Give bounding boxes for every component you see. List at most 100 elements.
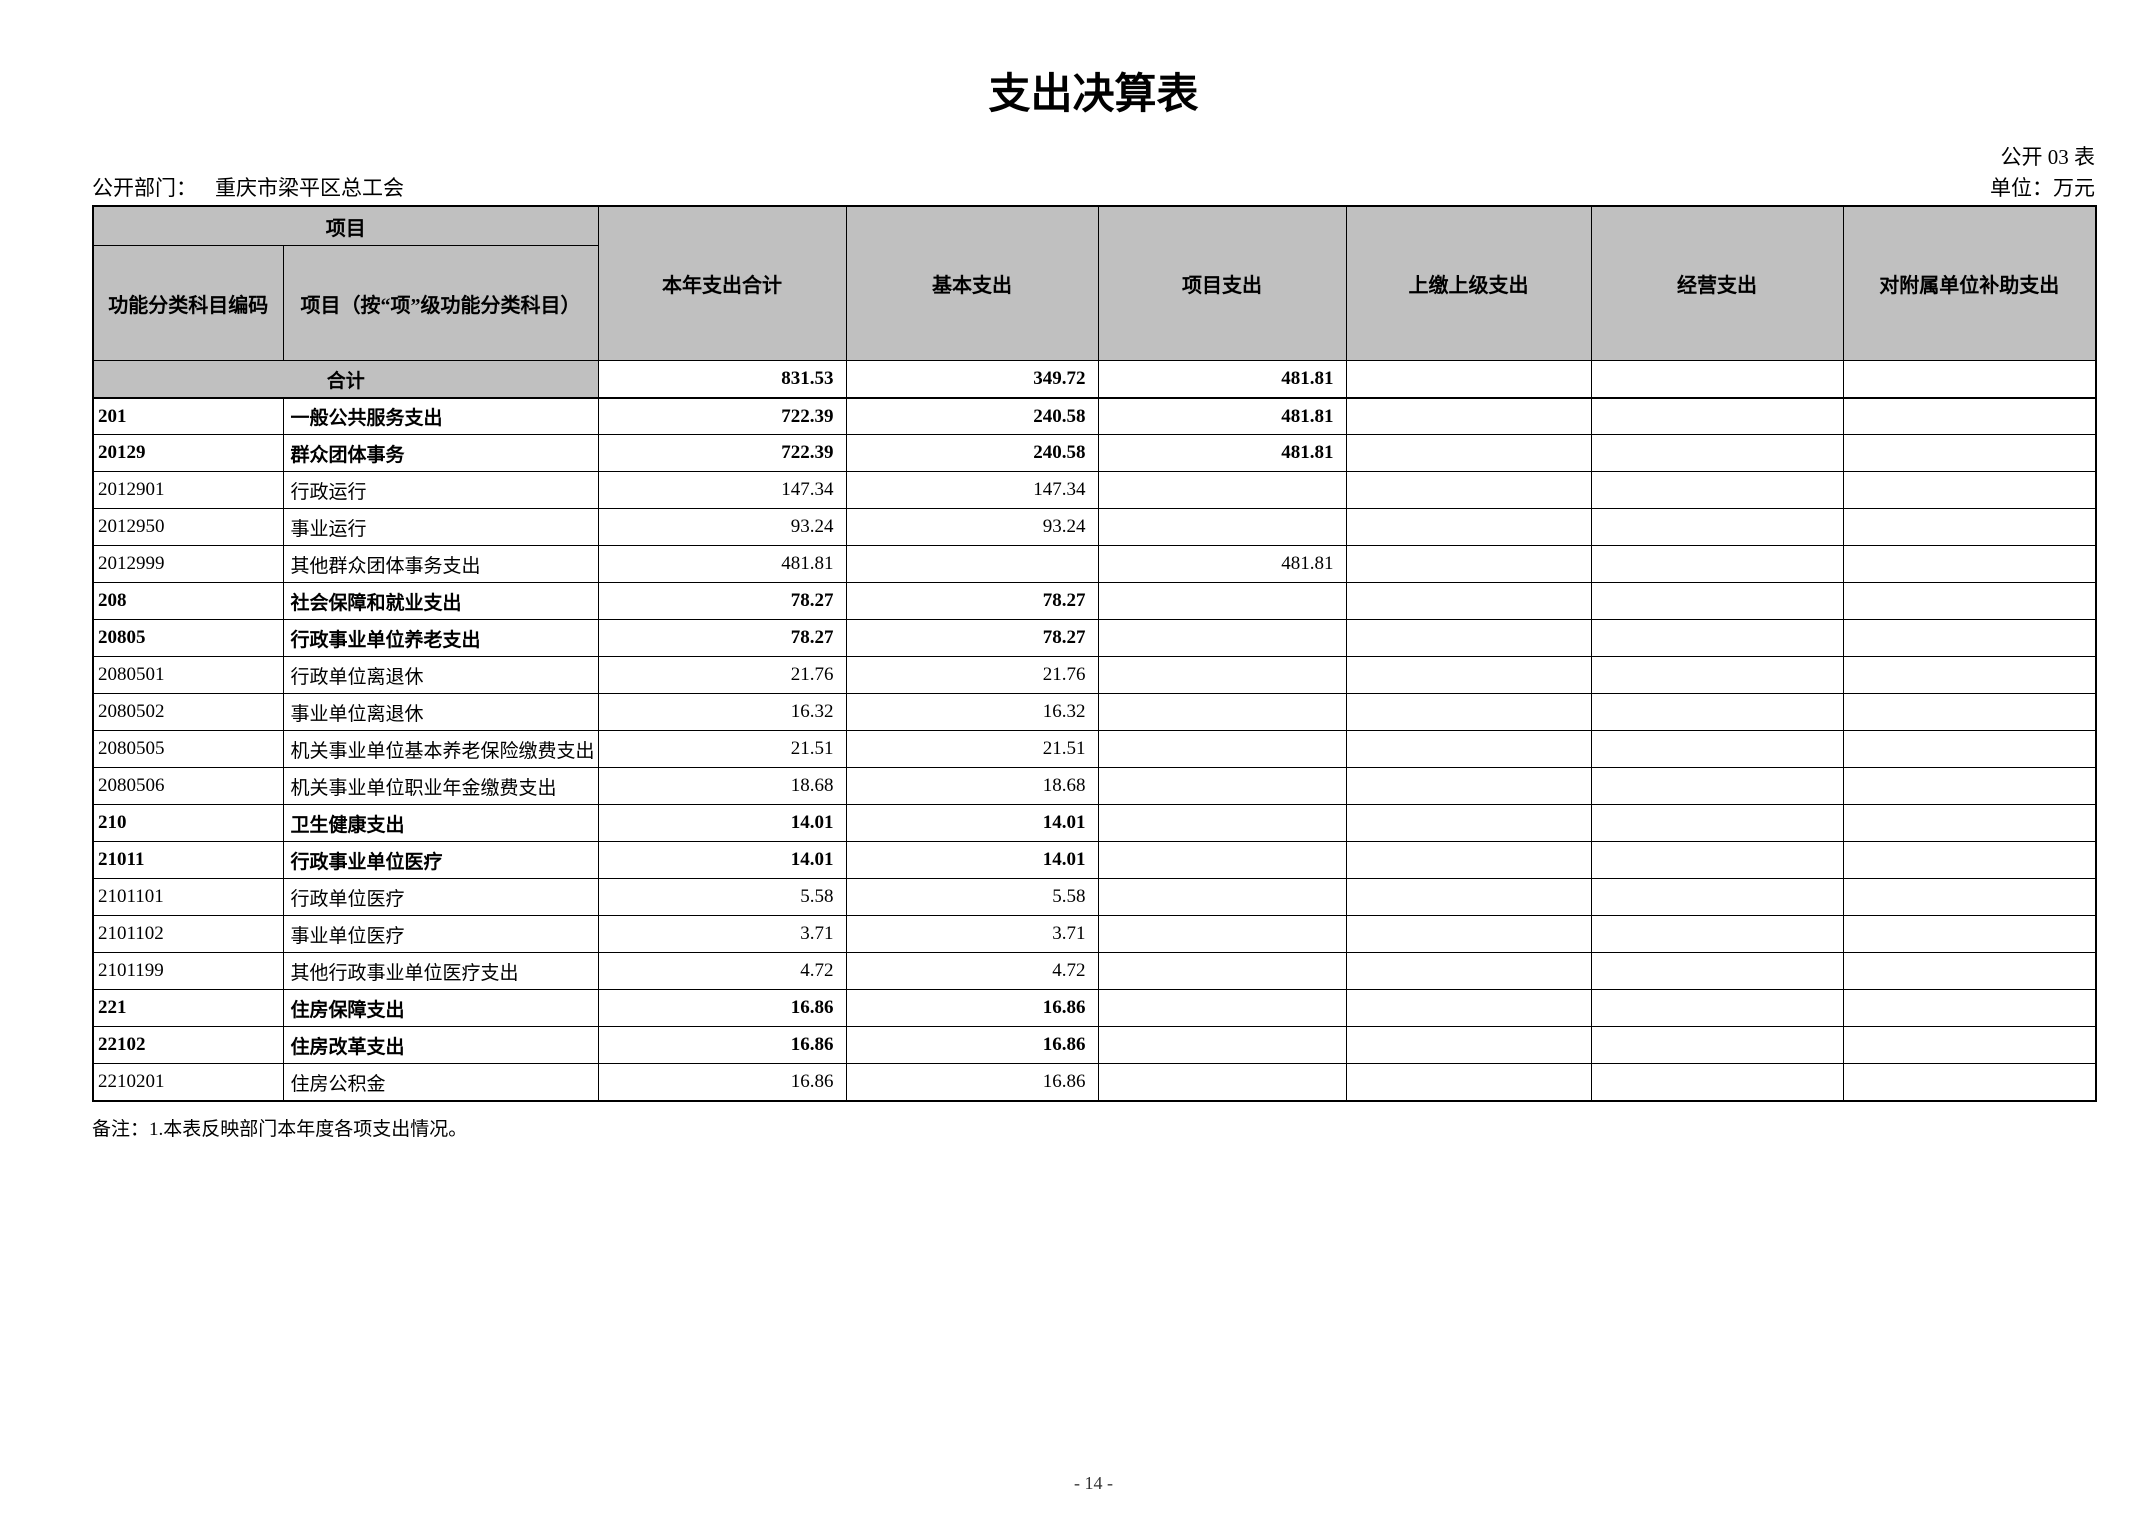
cell-total: 722.39 bbox=[597, 397, 847, 436]
table-row: 201 一般公共服务支出 722.39 240.58 481.81 bbox=[92, 397, 2097, 436]
cell-upper bbox=[1345, 434, 1592, 473]
cell-operating bbox=[1590, 619, 1844, 658]
header-total-expenditure: 本年支出合计 bbox=[597, 205, 847, 362]
cell-subsidy bbox=[1842, 434, 2097, 473]
cell-project bbox=[1097, 767, 1347, 806]
cell-basic: 78.27 bbox=[845, 582, 1099, 621]
cell-project bbox=[1097, 915, 1347, 954]
cell-total: 16.32 bbox=[597, 693, 847, 732]
row-name: 事业单位离退休 bbox=[282, 693, 599, 732]
cell-operating bbox=[1590, 767, 1844, 806]
cell-project bbox=[1097, 804, 1347, 843]
cell-operating bbox=[1590, 434, 1844, 473]
row-code: 210 bbox=[92, 804, 284, 843]
header-row-sub: 功能分类科目编码 项目（按“项”级功能分类科目） bbox=[92, 245, 2096, 362]
cell-subsidy bbox=[1842, 619, 2097, 658]
document-content: 支出决算表 公开 03 表 公开部门： 重庆市梁平区总工会 单位：万元 项目 bbox=[92, 0, 2097, 1141]
cell-basic: 16.86 bbox=[845, 989, 1099, 1028]
row-code: 2101101 bbox=[92, 878, 284, 917]
summary-row: 合计 831.53 349.72 481.81 bbox=[92, 360, 2097, 399]
cell-upper bbox=[1345, 471, 1592, 510]
table-row: 2101102 事业单位医疗 3.71 3.71 bbox=[92, 915, 2097, 954]
row-code: 208 bbox=[92, 582, 284, 621]
cell-basic: 240.58 bbox=[845, 434, 1099, 473]
row-code: 2012901 bbox=[92, 471, 284, 510]
cell-operating bbox=[1590, 841, 1844, 880]
table-code-label: 公开 03 表 bbox=[2000, 145, 2096, 170]
cell-upper bbox=[1345, 841, 1592, 880]
row-code: 2210201 bbox=[92, 1063, 284, 1102]
cell-upper bbox=[1345, 693, 1592, 732]
header-upper-level-expenditure: 上缴上级支出 bbox=[1345, 205, 1592, 362]
header-operating-expenditure: 经营支出 bbox=[1590, 205, 1844, 362]
cell-subsidy bbox=[1842, 360, 2097, 399]
cell-upper bbox=[1345, 730, 1592, 769]
row-name: 其他群众团体事务支出 bbox=[282, 545, 599, 584]
cell-total: 78.27 bbox=[597, 619, 847, 658]
cell-total: 18.68 bbox=[597, 767, 847, 806]
header-project-group: 项目 bbox=[92, 205, 599, 247]
row-name: 群众团体事务 bbox=[282, 434, 599, 473]
cell-project bbox=[1097, 582, 1347, 621]
table-row: 2012901 行政运行 147.34 147.34 bbox=[92, 471, 2097, 510]
row-name: 行政单位医疗 bbox=[282, 878, 599, 917]
cell-basic: 14.01 bbox=[845, 841, 1099, 880]
cell-subsidy bbox=[1842, 878, 2097, 917]
cell-project bbox=[1097, 841, 1347, 880]
cell-total: 93.24 bbox=[597, 508, 847, 547]
row-name: 社会保障和就业支出 bbox=[282, 582, 599, 621]
cell-basic: 4.72 bbox=[845, 952, 1099, 991]
cell-upper bbox=[1345, 619, 1592, 658]
cell-total: 147.34 bbox=[597, 471, 847, 510]
table-row: 21011 行政事业单位医疗 14.01 14.01 bbox=[92, 841, 2097, 880]
cell-project bbox=[1097, 619, 1347, 658]
cell-basic: 16.86 bbox=[845, 1063, 1099, 1102]
cell-subsidy bbox=[1842, 508, 2097, 547]
table-body: 合计 831.53 349.72 481.81 201 一般公共服务支出 722.39 240… bbox=[92, 360, 2097, 1102]
cell-basic: 240.58 bbox=[845, 397, 1099, 436]
header-item-name: 项目（按“项”级功能分类科目） bbox=[282, 245, 599, 362]
cell-subsidy bbox=[1842, 545, 2097, 584]
table-row: 221 住房保障支出 16.86 16.86 bbox=[92, 989, 2097, 1028]
cell-operating bbox=[1590, 730, 1844, 769]
row-name: 机关事业单位基本养老保险缴费支出 bbox=[282, 730, 599, 769]
cell-operating bbox=[1590, 545, 1844, 584]
row-code: 2101102 bbox=[92, 915, 284, 954]
cell-project bbox=[1097, 989, 1347, 1028]
cell-subsidy bbox=[1842, 397, 2097, 436]
cell-total: 481.81 bbox=[597, 545, 847, 584]
cell-subsidy bbox=[1842, 1026, 2097, 1065]
table-row: 2101101 行政单位医疗 5.58 5.58 bbox=[92, 878, 2097, 917]
table-row: 2080505 机关事业单位基本养老保险缴费支出 21.51 21.51 bbox=[92, 730, 2097, 769]
cell-subsidy bbox=[1842, 841, 2097, 880]
row-name: 住房公积金 bbox=[282, 1063, 599, 1102]
cell-upper bbox=[1345, 508, 1592, 547]
cell-project bbox=[1097, 693, 1347, 732]
row-code: 2080506 bbox=[92, 767, 284, 806]
table-row: 2101199 其他行政事业单位医疗支出 4.72 4.72 bbox=[92, 952, 2097, 991]
cell-upper bbox=[1345, 952, 1592, 991]
row-name: 机关事业单位职业年金缴费支出 bbox=[282, 767, 599, 806]
cell-total: 16.86 bbox=[597, 1063, 847, 1102]
table-row: 2080501 行政单位离退休 21.76 21.76 bbox=[92, 656, 2097, 695]
table-note: 备注：1.本表反映部门本年度各项支出情况。 bbox=[92, 1118, 468, 1140]
cell-operating bbox=[1590, 508, 1844, 547]
cell-operating bbox=[1590, 360, 1844, 399]
cell-total: 14.01 bbox=[597, 841, 847, 880]
cell-project bbox=[1097, 1026, 1347, 1065]
cell-project bbox=[1097, 656, 1347, 695]
cell-basic: 14.01 bbox=[845, 804, 1099, 843]
cell-operating bbox=[1590, 1026, 1844, 1065]
cell-upper bbox=[1345, 915, 1592, 954]
cell-project: 481.81 bbox=[1097, 434, 1347, 473]
table-row: 2012950 事业运行 93.24 93.24 bbox=[92, 508, 2097, 547]
cell-upper bbox=[1345, 397, 1592, 436]
header-subsidy-expenditure: 对附属单位补助支出 bbox=[1842, 205, 2097, 362]
row-name: 一般公共服务支出 bbox=[282, 397, 599, 436]
cell-subsidy bbox=[1842, 471, 2097, 510]
table-row: 2012999 其他群众团体事务支出 481.81 481.81 bbox=[92, 545, 2097, 584]
row-name: 卫生健康支出 bbox=[282, 804, 599, 843]
cell-basic: 3.71 bbox=[845, 915, 1099, 954]
cell-subsidy bbox=[1842, 656, 2097, 695]
